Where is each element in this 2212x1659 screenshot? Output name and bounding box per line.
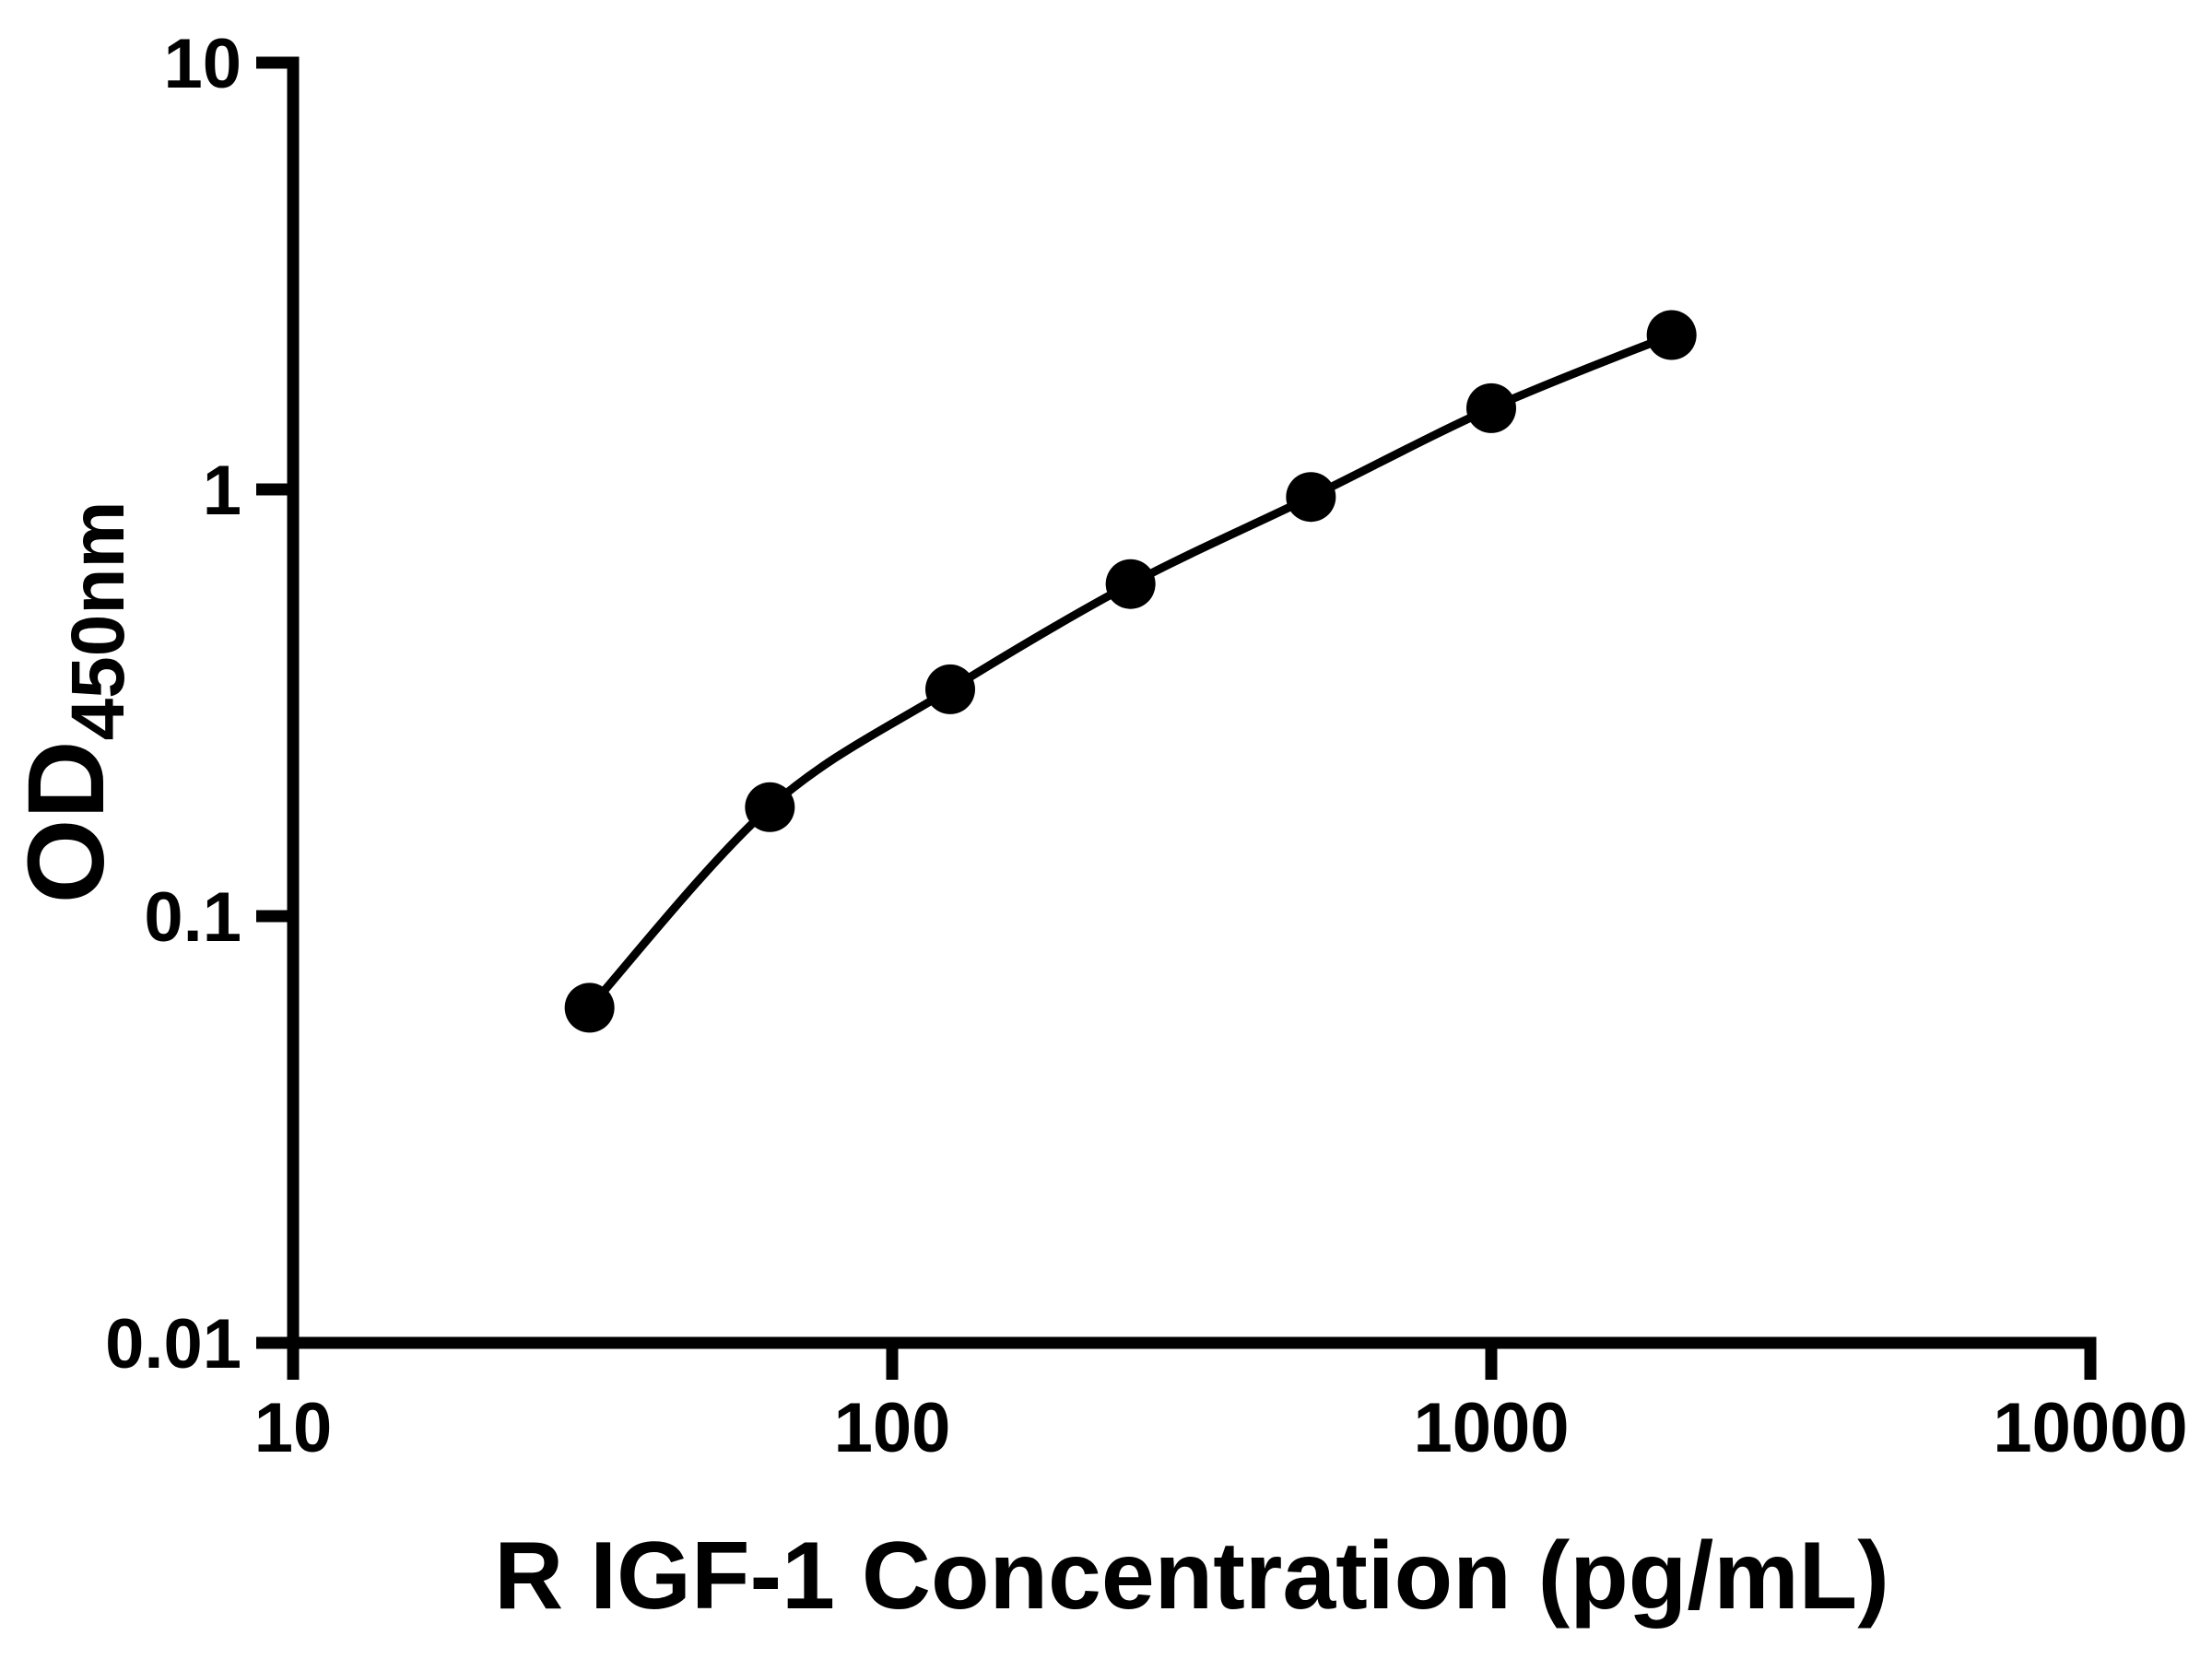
y-tick-label: 1 — [203, 452, 241, 530]
x-tick-label: 1000 — [1413, 1389, 1569, 1467]
series-layer — [564, 310, 1697, 1033]
y-tick-label: 10 — [163, 25, 241, 103]
y-axis-title: OD450nm — [6, 501, 140, 904]
x-tick-label: 10 — [254, 1389, 333, 1467]
data-point — [924, 664, 975, 714]
y-tick-label: 0.01 — [105, 1305, 241, 1383]
x-tick-label: 10000 — [1993, 1389, 2187, 1467]
y-axis-title-subscript: 450nm — [56, 501, 140, 741]
data-point — [564, 982, 615, 1033]
data-point — [1646, 310, 1697, 360]
y-tick-label: 0.1 — [144, 878, 241, 957]
x-tick-label: 100 — [834, 1389, 951, 1467]
x-axis-title: R IGF-1 Concentration (pg/mL) — [494, 1523, 1889, 1630]
y-axis-title-main: OD — [6, 740, 127, 903]
data-point — [1466, 382, 1516, 433]
data-point — [1105, 559, 1156, 609]
standard-curve-line — [586, 331, 1674, 1011]
data-point — [745, 782, 795, 832]
axes-layer — [256, 56, 2097, 1380]
data-point — [1286, 472, 1336, 523]
